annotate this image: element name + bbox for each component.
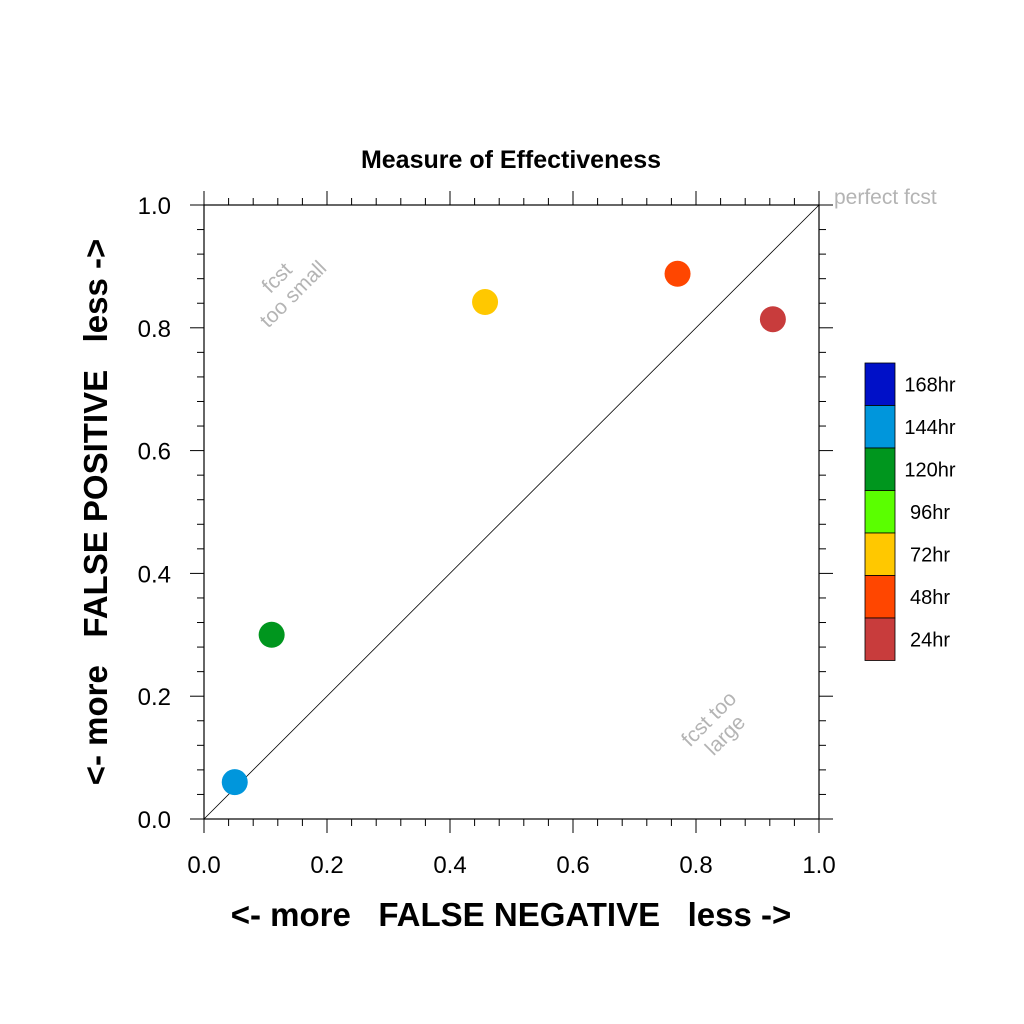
axis-ticks: [190, 191, 833, 833]
scatter-points: [221, 260, 786, 796]
legend-label-168hr: 168hr: [904, 374, 955, 396]
legend-swatch-48hr: [864, 575, 896, 619]
axis-tick-labels: 0.0 0.2 0.4 0.6 0.8 1.0 0.0 0.2 0.4 0.6 0.8 1.0: [138, 193, 836, 879]
x-axis-label: <- more FALSE NEGATIVE less ->: [231, 896, 792, 933]
data-point-144hr: [221, 769, 248, 796]
legend: 168hr 144hr 120hr 96hr 72hr 48hr 24hr: [864, 362, 956, 661]
y-tick-label: 0.8: [138, 316, 171, 343]
legend-label-120hr: 120hr: [904, 459, 955, 481]
y-tick-label: 0.2: [138, 684, 171, 711]
legend-label-72hr: 72hr: [910, 544, 950, 566]
reference-diagonal-line: [203, 204, 820, 820]
y-tick-label: 0.6: [138, 439, 171, 466]
annotation-fcst-too-large: fcst too large: [677, 687, 750, 760]
legend-label-96hr: 96hr: [910, 502, 950, 524]
y-tick-label: 0.4: [138, 561, 171, 588]
legend-label-48hr: 48hr: [910, 587, 950, 609]
x-tick-label: 0.8: [679, 852, 712, 879]
y-tick-label: 1.0: [138, 193, 171, 220]
data-point-48hr: [664, 260, 691, 287]
legend-swatch-72hr: [864, 532, 896, 576]
x-tick-label: 0.4: [433, 852, 466, 879]
annotation-too-small-line2: too small: [256, 257, 332, 333]
annotation-perfect-fcst: perfect fcst: [834, 186, 937, 209]
legend-swatch-24hr: [864, 617, 896, 661]
legend-swatch-96hr: [864, 490, 896, 534]
legend-swatch-168hr: [864, 362, 896, 406]
data-point-24hr: [759, 306, 786, 333]
x-tick-label: 0.2: [310, 852, 343, 879]
y-tick-label: 0.0: [138, 807, 171, 834]
data-point-120hr: [258, 621, 285, 648]
chart-title: Measure of Effectiveness: [361, 146, 661, 174]
x-tick-label: 0.0: [187, 852, 220, 879]
legend-swatch-120hr: [864, 447, 896, 491]
legend-label-24hr: 24hr: [910, 629, 950, 651]
data-point-72hr: [472, 289, 499, 316]
legend-label-144hr: 144hr: [904, 417, 955, 439]
plot-frame: [203, 204, 820, 820]
plot-area: 0.0 0.2 0.4 0.6 0.8 1.0 0.0 0.2 0.4 0.6 0.8 1.0: [138, 191, 836, 879]
legend-swatch-144hr: [864, 405, 896, 449]
x-tick-label: 1.0: [802, 852, 835, 879]
x-tick-label: 0.6: [556, 852, 589, 879]
y-axis-label: <- more FALSE POSITIVE less ->: [77, 239, 114, 786]
annotation-fcst-too-small: fcst too small: [256, 257, 332, 333]
